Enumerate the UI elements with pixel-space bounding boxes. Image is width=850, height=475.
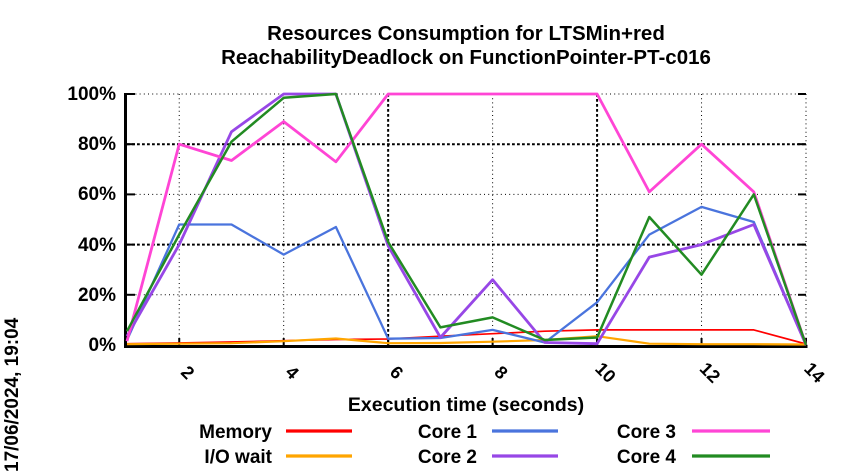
chart-title-line1: Resources Consumption for LTSMin+red	[267, 22, 665, 45]
chart-title-line2: ReachabilityDeadlock on FunctionPointer-…	[221, 46, 711, 69]
series-lines	[125, 92, 808, 346]
legend-label-core-4: Core 4	[617, 447, 677, 468]
y-tick-label-80: 80%	[78, 134, 116, 155]
y-axis-tick-labels: 100% 80% 60% 40% 20% 0%	[67, 84, 116, 356]
legend-label-io-wait: I/O wait	[204, 447, 272, 468]
x-axis-tick-labels: 2 4 6 8 10 12 14	[177, 358, 829, 386]
series-line-core-2	[125, 92, 808, 346]
y-tick-label-60: 60%	[78, 184, 116, 205]
x-axis-label: Execution time (seconds)	[348, 394, 584, 416]
x-tick-label-12: 12	[696, 358, 724, 386]
x-tick-label-6: 6	[386, 362, 407, 383]
plot-borders	[124, 93, 808, 348]
timestamp-label: 17/06/2024, 19:04	[2, 317, 23, 472]
legend-label-core-2: Core 2	[418, 447, 477, 468]
x-tick-label-14: 14	[800, 358, 828, 386]
y-tick-label-100: 100%	[67, 84, 116, 105]
x-tick-label-2: 2	[177, 362, 198, 383]
y-tick-label-20: 20%	[78, 285, 116, 306]
x-tick-label-4: 4	[281, 362, 302, 383]
x-tick-label-8: 8	[490, 362, 511, 383]
legend-label-core-3: Core 3	[617, 422, 676, 443]
y-tick-label-0: 0%	[89, 335, 117, 356]
series-line-core-3	[125, 92, 808, 346]
series-line-core-1	[125, 205, 808, 346]
legend: Memory I/O wait Core 1 Core 2 Core 3 Cor…	[199, 422, 770, 468]
grid	[127, 93, 807, 345]
legend-label-memory: Memory	[199, 422, 272, 443]
legend-label-core-1: Core 1	[418, 422, 478, 443]
x-tick-label-10: 10	[591, 358, 619, 386]
series-line-core-4	[125, 92, 808, 346]
series-line-i-o-wait	[126, 335, 807, 346]
y-tick-label-40: 40%	[78, 235, 116, 256]
